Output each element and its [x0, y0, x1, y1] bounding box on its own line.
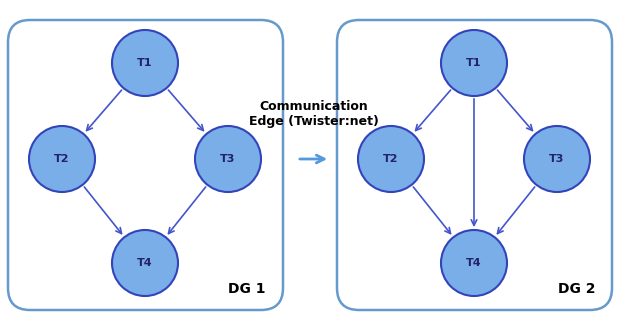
- Text: T2: T2: [383, 154, 399, 164]
- Text: T1: T1: [466, 58, 482, 68]
- Ellipse shape: [441, 30, 507, 96]
- Ellipse shape: [195, 126, 261, 192]
- FancyBboxPatch shape: [8, 20, 283, 310]
- Ellipse shape: [358, 126, 424, 192]
- Text: T1: T1: [137, 58, 153, 68]
- Ellipse shape: [524, 126, 590, 192]
- Ellipse shape: [441, 230, 507, 296]
- Text: DG 2: DG 2: [558, 282, 595, 296]
- Text: Communication
Edge (Twister:net): Communication Edge (Twister:net): [249, 100, 379, 128]
- Text: T3: T3: [220, 154, 236, 164]
- FancyBboxPatch shape: [337, 20, 612, 310]
- Text: T4: T4: [137, 258, 153, 268]
- Text: T2: T2: [54, 154, 70, 164]
- Ellipse shape: [29, 126, 95, 192]
- Ellipse shape: [112, 230, 178, 296]
- Ellipse shape: [112, 30, 178, 96]
- Text: DG 1: DG 1: [228, 282, 265, 296]
- Text: T4: T4: [466, 258, 482, 268]
- Text: T3: T3: [549, 154, 565, 164]
